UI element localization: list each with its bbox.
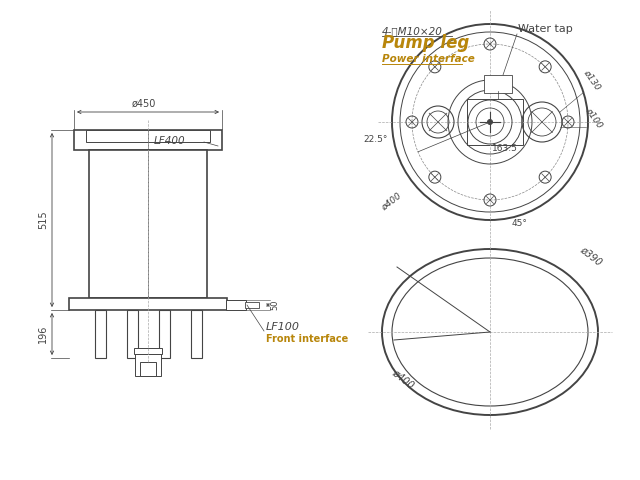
Text: Water tap: Water tap: [518, 24, 573, 34]
Bar: [95, 310, 106, 358]
Text: ø130: ø130: [582, 68, 602, 92]
Bar: [140, 362, 156, 376]
Ellipse shape: [392, 258, 588, 406]
Bar: [245, 302, 259, 308]
Text: ø390: ø390: [578, 245, 604, 268]
Circle shape: [488, 120, 493, 124]
Text: 4-孔M10×20: 4-孔M10×20: [382, 26, 443, 36]
Text: Power interface: Power interface: [382, 54, 475, 64]
Text: 163.5: 163.5: [492, 144, 518, 153]
Bar: [74, 130, 222, 150]
Text: 22.5°: 22.5°: [364, 135, 388, 144]
Bar: [69, 298, 227, 310]
Bar: [191, 310, 202, 358]
Text: ø450: ø450: [132, 99, 156, 109]
Text: 196: 196: [38, 325, 48, 343]
Text: LF100: LF100: [266, 322, 300, 332]
Text: ø400: ø400: [390, 368, 415, 391]
Text: 50: 50: [270, 300, 279, 310]
Bar: [135, 354, 161, 376]
Text: 515: 515: [38, 211, 48, 229]
Bar: [484, 75, 512, 93]
Bar: [488, 77, 499, 91]
Text: Pump leg: Pump leg: [382, 34, 469, 52]
Text: ø100: ø100: [584, 106, 604, 130]
Ellipse shape: [382, 249, 598, 415]
Text: ø400: ø400: [380, 191, 403, 212]
Bar: [127, 310, 138, 358]
Bar: [467, 99, 523, 145]
Bar: [497, 77, 509, 91]
Bar: [226, 300, 246, 310]
Text: LF400: LF400: [154, 136, 186, 146]
Bar: [159, 310, 170, 358]
Text: Front interface: Front interface: [266, 334, 348, 344]
Bar: [134, 348, 162, 354]
Text: 45°: 45°: [512, 219, 528, 228]
Bar: [89, 150, 207, 298]
Bar: [86, 130, 210, 142]
